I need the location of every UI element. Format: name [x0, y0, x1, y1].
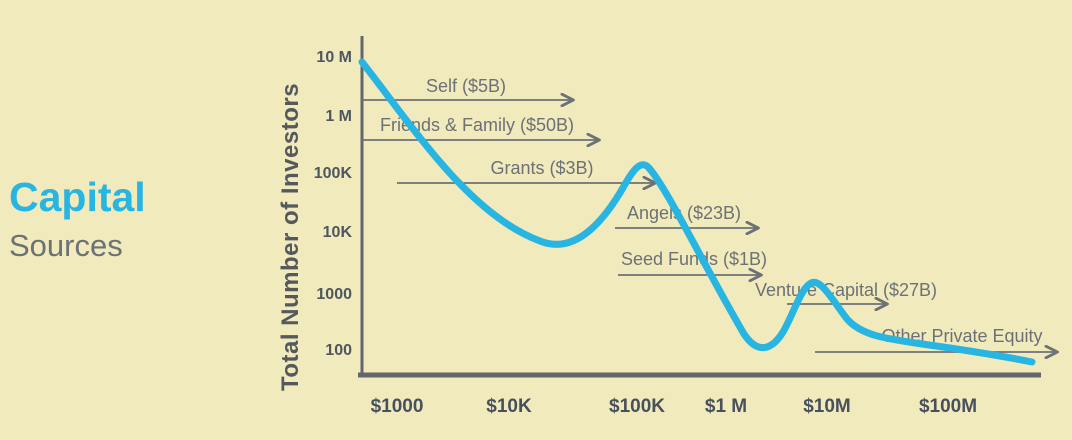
annotation-grants: Grants ($3B): [490, 158, 594, 178]
y-tick-10k: 10K: [322, 224, 352, 241]
y-tick-1000: 1000: [316, 286, 352, 303]
annotation-seed-funds: Seed Funds ($1B): [620, 249, 768, 269]
x-tick-100k: $100K: [609, 396, 665, 417]
title-capital: Capital: [9, 174, 146, 220]
annotation-angels: Angels ($23B): [626, 203, 742, 223]
annotation-friends-family: Friends & Family ($50B): [379, 115, 575, 135]
page-title: Capital Sources: [9, 174, 146, 263]
x-tick-10m: $10M: [803, 396, 851, 417]
investors-curve: [358, 58, 1036, 366]
y-tick-1m: 1 M: [325, 108, 352, 125]
y-tick-10m: 10 M: [316, 49, 352, 66]
title-sources: Sources: [9, 228, 123, 264]
y-tick-100: 100: [325, 342, 352, 359]
annotation-self: Self ($5B): [425, 76, 507, 96]
x-tick-1000: $1000: [370, 396, 424, 417]
x-tick-1m: $1 M: [704, 396, 748, 417]
x-tick-100m: $100M: [918, 396, 978, 417]
y-tick-100k: 100K: [313, 165, 352, 182]
x-tick-10k: $10K: [486, 396, 532, 417]
